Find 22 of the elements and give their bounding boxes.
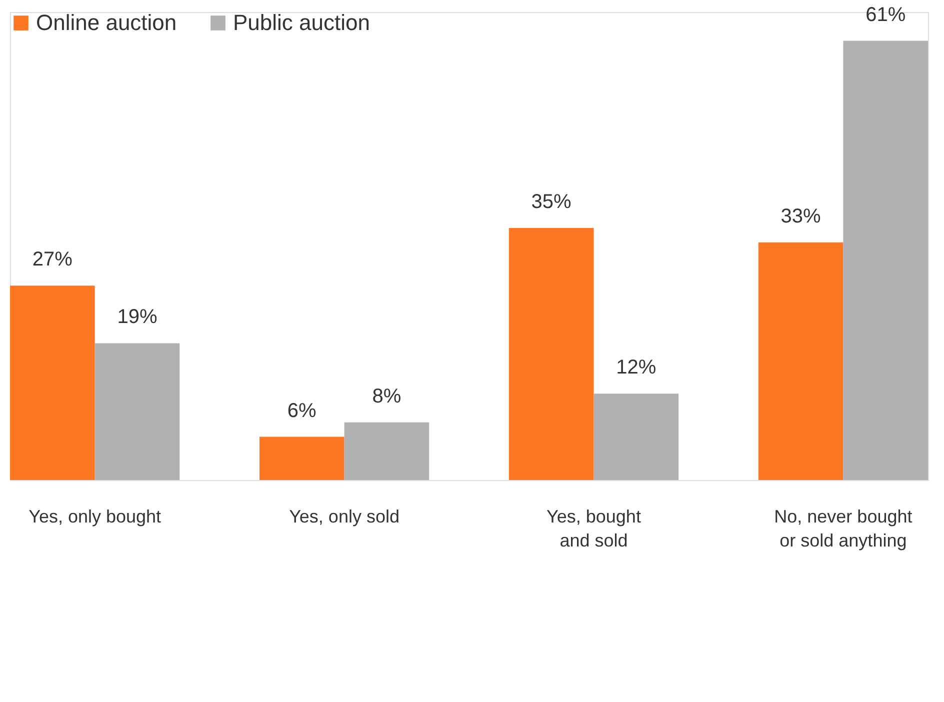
- legend-label: Public auction: [233, 10, 370, 35]
- bar: [10, 286, 95, 480]
- data-label: 12%: [616, 356, 656, 379]
- legend-label: Online auction: [36, 10, 177, 35]
- data-label: 6%: [287, 400, 317, 422]
- bar: [758, 242, 844, 480]
- data-label: 33%: [780, 205, 822, 228]
- data-label: 19%: [117, 306, 158, 328]
- bar: [594, 394, 679, 480]
- bar: [843, 40, 928, 480]
- bar: [259, 436, 344, 480]
- data-label: 35%: [531, 191, 572, 213]
- bar: [344, 422, 430, 480]
- data-label: 27%: [32, 248, 73, 271]
- bar: [508, 228, 594, 480]
- x-tick-label: Yes, only sold: [289, 506, 400, 526]
- x-tick-label: Yes, bought and sold: [546, 506, 641, 550]
- x-tick-label: No, never bought or sold anything: [774, 506, 912, 550]
- data-label: 8%: [372, 385, 402, 408]
- bar: [94, 343, 180, 480]
- data-label: 61%: [866, 4, 906, 26]
- x-tick-label: Yes, only bought: [28, 506, 162, 526]
